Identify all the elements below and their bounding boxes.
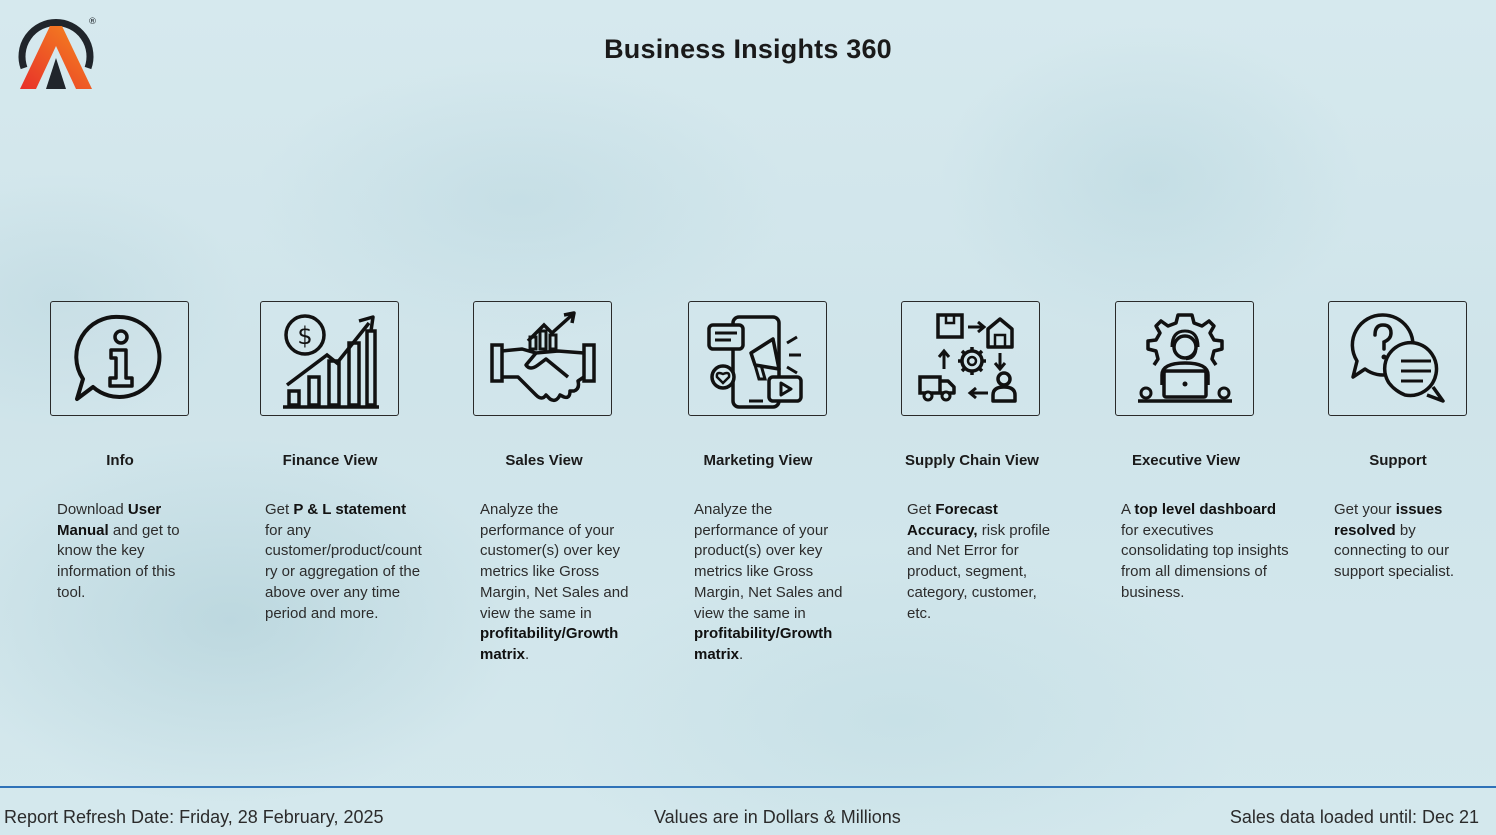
info-speech-bubble-icon [73,314,161,401]
card-title-support: Support [1369,452,1427,469]
finance-view-button[interactable]: $ [260,301,399,416]
handshake-growth-icon [489,310,596,402]
sales-view-button[interactable] [473,301,612,416]
card-desc-supply-chain-view: Get Forecast Accuracy, risk profile and … [907,500,1062,624]
card-desc-info: Download User Manual and get to know the… [57,500,197,604]
desc-bold-text: issues resolved [1334,501,1443,539]
report-refresh-date: Report Refresh Date: Friday, 28 February… [4,807,384,827]
desc-text: Get [265,501,294,518]
desc-text: . [525,645,530,663]
card-desc-marketing-view: Analyze the performance of your product(… [694,500,852,666]
card-title-info: Info [106,452,134,469]
desc-text: for executives consolidating top insight… [1121,521,1289,601]
desc-text: A [1121,501,1135,518]
desc-text: . [739,645,744,663]
desc-bold-text: profitability/Growth matrix [694,625,833,663]
supply-chain-cycle-icon [917,312,1017,403]
card-title-executive-view: Executive View [1131,452,1241,469]
footer-divider [0,786,1496,788]
executive-view-button[interactable] [1115,301,1254,416]
info-button[interactable] [50,301,189,416]
desc-text: risk profile and Net Error for product, … [907,521,1051,622]
card-desc-finance-view: Get P & L statement for any customer/pro… [265,500,423,624]
marketing-view-button[interactable] [688,301,827,416]
svg-text:$: $ [297,322,312,350]
card-title-supply-chain-view: Supply Chain View [905,452,1039,469]
card-desc-support: Get your issues resolved by connecting t… [1334,500,1474,583]
desc-bold-text: Forecast Accuracy, [907,501,998,539]
desc-text: Get [907,501,936,518]
phone-megaphone-icon [706,314,803,409]
values-unit-note: Values are in Dollars & Millions [654,807,901,827]
desc-bold-text: P & L statement [293,501,407,518]
desc-text: and get to know the key information of t… [57,521,180,601]
support-button[interactable] [1328,301,1467,416]
desc-bold-text: User Manual [57,501,162,539]
desc-bold-text: top level dashboard [1134,501,1277,518]
desc-text: Get your [1334,501,1396,518]
supply-chain-view-button[interactable] [901,301,1040,416]
svg-text:®: ® [88,17,97,27]
card-title-sales-view: Sales View [505,452,583,469]
desc-text: Analyze the performance of your product(… [694,501,843,622]
desc-text: for any customer/product/country or aggr… [265,521,422,622]
card-title-marketing-view: Marketing View [703,452,813,469]
executive-laptop-gear-icon [1137,312,1232,403]
finance-growth-chart-icon: $ [282,313,379,409]
sales-data-loaded-until: Sales data loaded until: Dec 21 [1229,807,1479,827]
card-title-finance-view: Finance View [282,452,378,469]
support-question-bubble-icon [1350,312,1445,403]
company-logo: ® [14,12,98,92]
desc-text: Download [57,501,128,518]
page-title: Business Insights 360 [604,34,892,64]
desc-text: by connecting to our support specialist. [1334,521,1455,581]
card-desc-executive-view: A top level dashboard for executives con… [1121,500,1291,604]
desc-text: Analyze the performance of your customer… [480,501,629,622]
card-desc-sales-view: Analyze the performance of your customer… [480,500,638,666]
desc-bold-text: profitability/Growth matrix [480,625,619,663]
